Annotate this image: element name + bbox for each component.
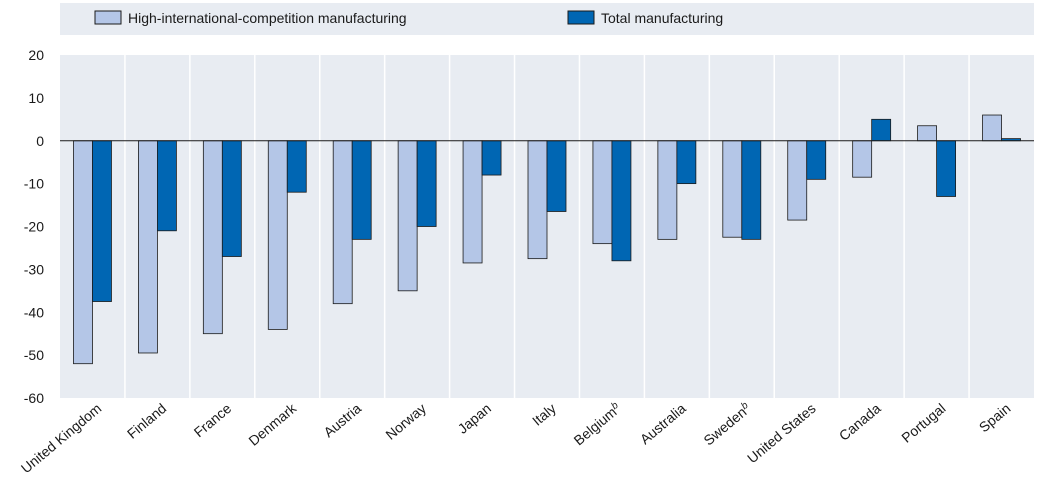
x-category-label: Swedenb [700,400,754,449]
x-category-label: Portugal [898,400,948,446]
bar-high-competition [917,125,937,142]
bar-high-competition [202,140,223,335]
bar-total [871,118,892,142]
bar-high-competition [787,140,808,221]
category-footnote-marker: b [739,400,751,412]
bar-high-competition [332,140,353,305]
legend-swatch-total [567,10,595,25]
category-separators [124,55,970,398]
y-tick-label: -60 [24,390,44,406]
bar-high-competition [982,114,1002,142]
legend-label-high-competition: High-international-competition manufactu… [128,10,407,26]
legend-swatch-high-competition [94,10,122,25]
x-category-label: United Kingdom [18,400,105,476]
bar-total [546,140,567,212]
x-category-label: Japan [454,400,494,437]
x-category-label: Denmark [245,399,300,448]
x-category-label: United States [744,400,819,466]
x-axis: United Kingdom Finland France Denmark Austri… [18,399,1014,476]
y-tick-label: -40 [24,304,44,320]
bar-total [611,140,632,262]
bar-total [741,140,762,240]
x-category-label: Finland [124,400,169,442]
bar-total [416,140,437,227]
bar-total [481,140,502,176]
bar-high-competition [73,140,93,365]
bar-high-competition [267,140,288,330]
bar-high-competition [527,140,548,260]
bar-high-competition [722,140,743,238]
y-tick-label: -30 [24,261,44,277]
bar-total [156,140,177,232]
bar-total [221,140,242,257]
legend: High-international-competition manufactu… [94,10,723,26]
bar-total [936,140,956,197]
x-category-label: France [191,400,235,440]
legend-label-total: Total manufacturing [601,10,723,26]
bar-total [286,140,307,193]
bar-high-competition [137,140,158,354]
bar-high-competition [592,140,613,245]
x-category-label: Belgiumb [571,400,625,449]
y-axis: 20 10 0 -10 -20 -30 -40 -50 -60 [24,47,44,406]
y-tick-label: 20 [28,47,44,63]
x-category-label: Australia [637,400,689,447]
x-category-label: Austria [320,400,364,440]
x-category-label: Norway [382,400,429,443]
x-category-label: Canada [836,400,884,444]
x-category-label: Spain [976,400,1014,435]
y-tick-label: 10 [28,90,44,106]
bar-total [351,140,372,240]
y-tick-label: -10 [24,176,44,192]
legend-background [60,3,1034,35]
bar-total [676,140,697,185]
category-footnote-marker: b [609,400,621,412]
bar-high-competition [657,140,678,240]
bar-high-competition [397,140,418,292]
bar-high-competition [852,140,873,178]
y-tick-label: -20 [24,219,44,235]
bar-total [92,140,112,302]
y-tick-label: -50 [24,347,44,363]
bar-high-competition [462,140,483,264]
bars [73,114,1021,365]
y-tick-label: 0 [36,133,44,149]
x-category-label: Italy [529,400,559,429]
bar-total [806,140,827,180]
